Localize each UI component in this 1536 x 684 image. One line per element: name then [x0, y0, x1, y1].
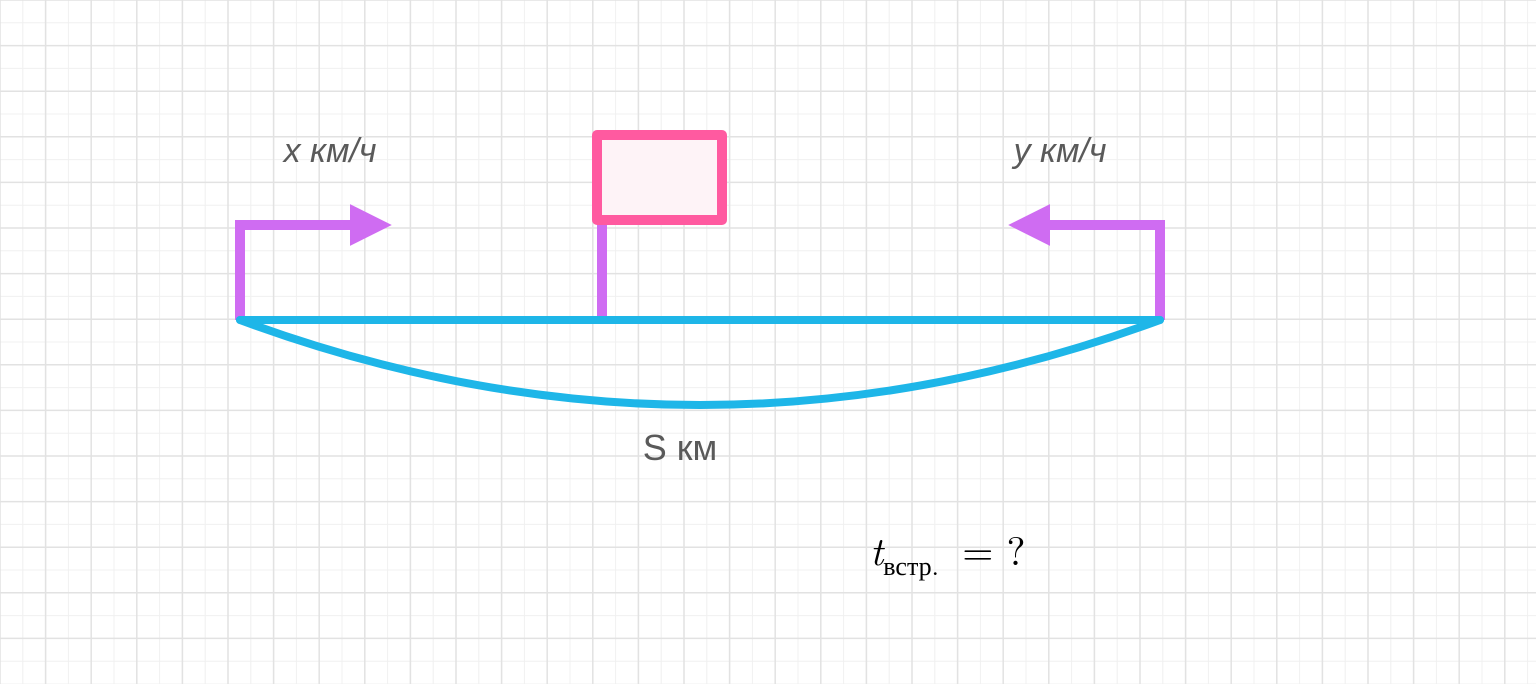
question-formula: tвстр. = ?	[870, 520, 1026, 583]
distance-label: S км	[643, 427, 718, 468]
grid	[0, 0, 1536, 684]
right-speed-label: y км/ч	[1012, 132, 1107, 170]
left-speed-label: x км/ч	[282, 132, 377, 170]
left-velocity-arrow	[240, 225, 375, 320]
distance-line	[240, 320, 1160, 405]
